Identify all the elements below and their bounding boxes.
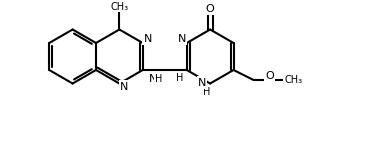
Text: H: H — [155, 74, 163, 84]
Text: N: N — [178, 34, 186, 44]
Text: N: N — [149, 74, 157, 84]
Text: H: H — [176, 73, 184, 83]
Text: O: O — [206, 4, 215, 13]
Text: O: O — [265, 71, 274, 81]
Text: N: N — [198, 78, 206, 87]
Text: N: N — [120, 82, 128, 91]
Text: CH₃: CH₃ — [110, 1, 128, 12]
Text: H: H — [147, 73, 154, 83]
Text: H: H — [203, 86, 211, 96]
Text: N: N — [144, 34, 152, 44]
Text: CH₃: CH₃ — [284, 75, 303, 85]
